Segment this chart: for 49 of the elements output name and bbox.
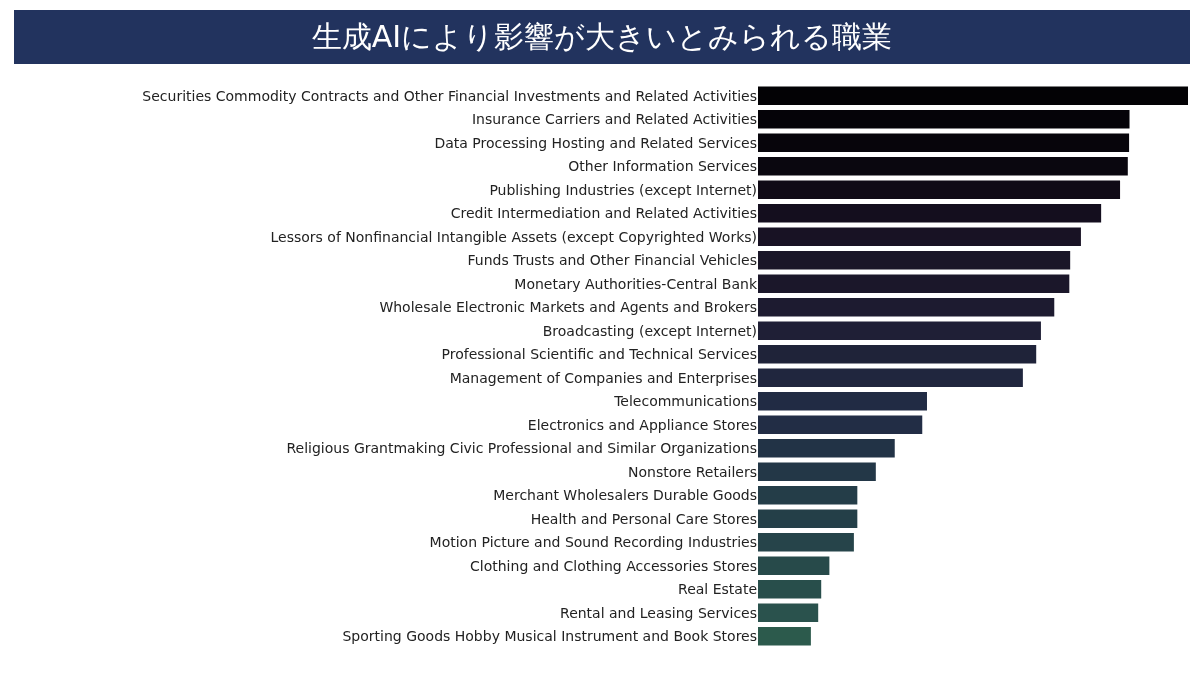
chart-title: 生成AIにより影響が大きいとみられる職業 [14,10,1190,64]
y-tick-label: Rental and Leasing Services [560,604,757,621]
bar [758,533,854,552]
bar [758,439,895,458]
bar [758,227,1081,246]
y-tick-label: Motion Picture and Sound Recording Industries [429,534,757,551]
bar [758,86,1188,105]
bar [758,509,858,528]
y-tick-label: Telecommunications [613,393,757,410]
y-tick-label: Data Processing Hosting and Related Services [434,134,757,151]
y-tick-label: Other Information Services [568,158,757,175]
bar [758,462,876,481]
bar [758,251,1071,270]
bar [758,603,819,622]
y-tick-label: Funds Trusts and Other Financial Vehicles [467,252,757,269]
y-tick-label: Professional Scientific and Technical Services [441,346,757,363]
y-tick-label: Real Estate [678,581,757,598]
bar [758,556,830,575]
y-tick-label: Monetary Authorities-Central Bank [514,275,758,292]
bar [758,345,1037,364]
y-tick-label: Electronics and Appliance Stores [527,416,757,433]
y-tick-label: Securities Commodity Contracts and Other Financial Investments and Related Activities [142,87,757,104]
y-tick-label: Religious Grantmaking Civic Professional and Similar Organizations [286,440,757,457]
y-tick-label: Sporting Goods Hobby Musical Instrument and Book Stores [342,628,757,645]
y-tick-label: Management of Companies and Enterprises [449,369,757,386]
y-tick-label: Insurance Carriers and Related Activities [471,111,757,128]
y-tick-label: Nonstore Retailers [628,463,757,480]
bar [758,627,811,646]
y-tick-label: Health and Personal Care Stores [530,510,757,527]
y-tick-label: Clothing and Clothing Accessories Stores [470,557,757,574]
y-tick-label: Credit Intermediation and Related Activities [450,205,757,222]
bar [758,368,1023,387]
bar [758,204,1102,223]
bar [758,298,1055,317]
bar [758,392,927,411]
y-tick-label: Broadcasting (except Internet) [542,322,757,339]
bar [758,415,923,434]
bar [758,157,1128,176]
y-tick-label: Merchant Wholesalers Durable Goods [493,487,757,504]
bar [758,180,1121,199]
bar [758,133,1130,152]
bar [758,486,858,505]
y-tick-label: Wholesale Electronic Markets and Agents and Brokers [379,299,757,316]
y-tick-label: Lessors of Nonfinancial Intangible Assets (except Copyrighted Works) [270,228,757,245]
bar [758,110,1130,129]
bar [758,321,1041,340]
bar [758,580,822,599]
y-tick-label: Publishing Industries (except Internet) [489,181,757,198]
bar [758,274,1070,293]
